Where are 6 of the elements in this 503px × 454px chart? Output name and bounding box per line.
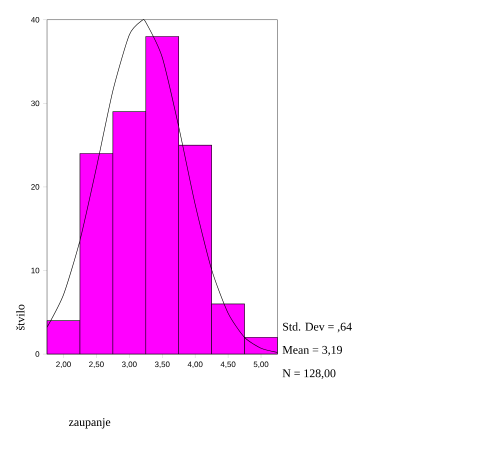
y-axis-title: štvilo: [16, 304, 24, 330]
text: Std. Dev = ,64: [283, 322, 352, 332]
text: N = 128,00: [282, 369, 336, 379]
x-axis-title: zaupanje: [68, 418, 110, 428]
line-series: [46, 20, 278, 353]
text: Mean = 3,19: [282, 346, 342, 356]
